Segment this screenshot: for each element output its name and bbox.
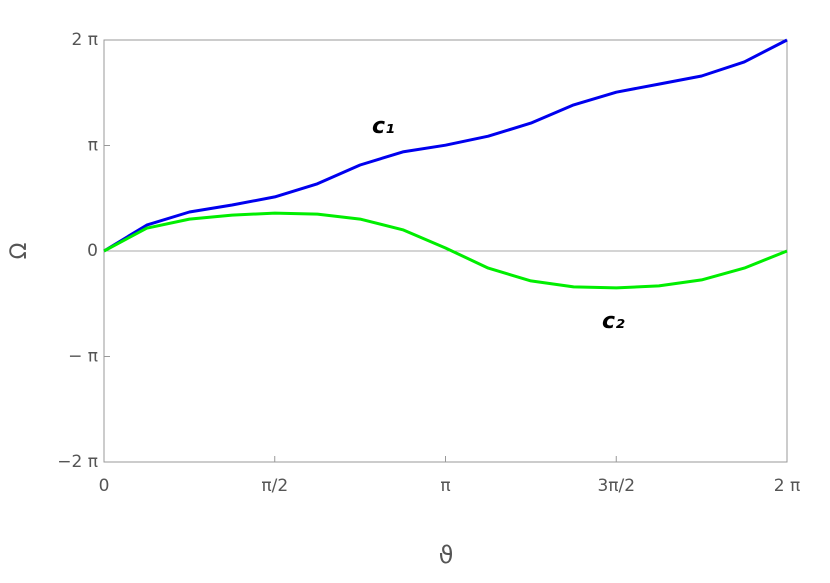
x-tick-label: 2 π bbox=[774, 476, 800, 496]
y-tick-label: − π bbox=[68, 347, 98, 367]
curve-label: c₂ bbox=[602, 309, 625, 334]
y-axis-label: Ω bbox=[7, 243, 32, 260]
x-axis-label: ϑ bbox=[439, 541, 454, 569]
curve-label: c₁ bbox=[372, 114, 395, 139]
x-tick-label: π/2 bbox=[261, 476, 288, 496]
series-line bbox=[103, 211, 788, 290]
series-line bbox=[103, 38, 788, 253]
x-tick-label: 3π/2 bbox=[597, 476, 635, 496]
y-tick-label: −2 π bbox=[57, 452, 98, 472]
x-tick-label: 0 bbox=[99, 476, 110, 496]
x-tick-label: π bbox=[440, 476, 450, 496]
y-tick-label: π bbox=[88, 136, 98, 156]
y-tick-label: 2 π bbox=[72, 30, 98, 50]
y-tick-label: 0 bbox=[87, 241, 98, 261]
